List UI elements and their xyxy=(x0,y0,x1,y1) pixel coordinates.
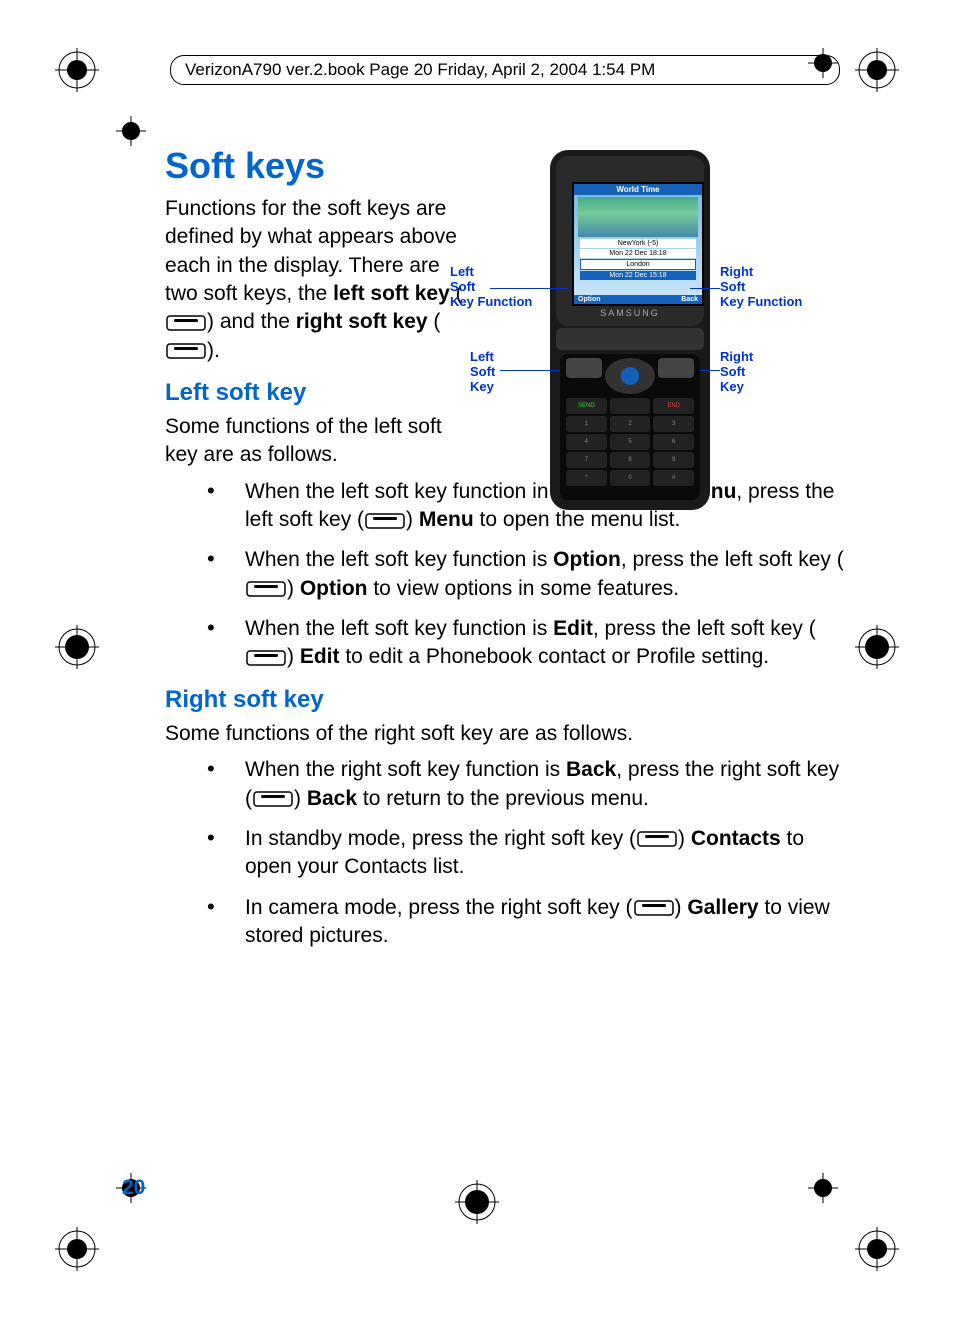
softkey-icon xyxy=(365,513,405,529)
softkey-icon xyxy=(253,791,293,807)
list-item: In camera mode, press the right soft key… xyxy=(165,892,845,951)
softkey-icon xyxy=(166,343,206,359)
phone-body: World Time NewYork (-5) Mon 22 Dec 18:18… xyxy=(550,150,710,510)
screen-soft-left: Option xyxy=(578,296,601,303)
intro-paragraph: Functions for the soft keys are defined … xyxy=(165,195,465,365)
dpad xyxy=(605,358,655,394)
key-row: 456 xyxy=(566,434,694,450)
phone-diagram: World Time NewYork (-5) Mon 22 Dec 18:18… xyxy=(460,150,850,520)
intro-text-3: ) and the xyxy=(207,310,296,333)
key-row: 789 xyxy=(566,452,694,468)
callout-line xyxy=(700,370,720,371)
phone-flip-top: World Time NewYork (-5) Mon 22 Dec 18:18… xyxy=(556,156,704,326)
softkey-icon xyxy=(246,650,286,666)
list-item: In standby mode, press the right soft ke… xyxy=(165,823,845,882)
world-map-graphic xyxy=(578,197,698,237)
crosshair-icon xyxy=(116,116,146,146)
callout-right-func: Right Soft Key Function xyxy=(720,265,830,310)
screen-city-2: London xyxy=(580,259,696,270)
crop-mark-icon xyxy=(855,1227,899,1271)
list-item: When the left soft key function is Edit,… xyxy=(165,613,845,672)
screen-soft-right: Back xyxy=(681,296,698,303)
softkey-icon xyxy=(637,831,677,847)
softkey-icon xyxy=(166,315,206,331)
page-number: 20 xyxy=(122,1176,145,1200)
list-item: When the right soft key function is Back… xyxy=(165,754,845,813)
key-row: SENDEND xyxy=(566,398,694,414)
softkey-icon xyxy=(634,900,674,916)
register-mark-icon xyxy=(455,1180,499,1224)
right-soft-key-list: When the right soft key function is Back… xyxy=(165,754,845,950)
register-mark-icon xyxy=(855,625,899,669)
intro-text-4: ( xyxy=(428,310,441,333)
phone-hinge xyxy=(556,328,704,350)
callout-line xyxy=(500,370,560,371)
key-row: 123 xyxy=(566,416,694,432)
screen-city-1: NewYork (-5) xyxy=(580,239,696,248)
phone-keypad: SENDEND 123 456 789 *0# xyxy=(560,354,700,500)
right-soft-key-heading: Right soft key xyxy=(165,686,845,714)
callout-right-key: Right Soft Key xyxy=(720,350,780,395)
callout-line xyxy=(490,288,568,289)
right-soft-key-intro: Some functions of the right soft key are… xyxy=(165,720,845,748)
phone-screen: World Time NewYork (-5) Mon 22 Dec 18:18… xyxy=(572,182,704,306)
crop-mark-icon xyxy=(55,1227,99,1271)
left-soft-key-button xyxy=(566,358,602,378)
screen-date-1: Mon 22 Dec 18:18 xyxy=(580,249,696,258)
intro-text-5: ). xyxy=(207,339,220,362)
list-item: When the left soft key function is Optio… xyxy=(165,544,845,603)
screen-date-2: Mon 22 Dec 15:18 xyxy=(580,271,696,280)
softkey-icon xyxy=(246,581,286,597)
brand-label: SAMSUNG xyxy=(556,308,704,318)
page-header: VerizonA790 ver.2.book Page 20 Friday, A… xyxy=(170,55,840,85)
crop-mark-icon xyxy=(55,48,99,92)
header-text: VerizonA790 ver.2.book Page 20 Friday, A… xyxy=(185,60,655,79)
crosshair-icon xyxy=(808,1173,838,1203)
intro-bold-2: right soft key xyxy=(296,310,428,333)
key-row: *0# xyxy=(566,470,694,486)
right-soft-key-button xyxy=(658,358,694,378)
left-soft-key-intro: Some functions of the left soft key are … xyxy=(165,413,465,470)
screen-softkey-bar: Option Back xyxy=(574,295,702,304)
intro-bold-1: left soft key xyxy=(333,282,450,305)
screen-title: World Time xyxy=(574,184,702,195)
callout-left-key: Left Soft Key xyxy=(470,350,530,395)
callout-line xyxy=(690,288,720,289)
crop-mark-icon xyxy=(855,48,899,92)
register-mark-icon xyxy=(55,625,99,669)
